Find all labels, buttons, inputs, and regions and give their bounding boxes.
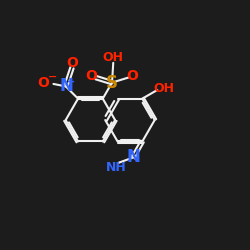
Text: OH: OH — [103, 51, 124, 64]
Text: N: N — [59, 78, 73, 96]
Text: O: O — [38, 76, 50, 90]
Text: O: O — [86, 70, 98, 84]
Text: O: O — [126, 70, 138, 84]
Text: NH: NH — [106, 161, 127, 174]
Text: +: + — [67, 77, 75, 87]
Text: S: S — [106, 74, 118, 92]
Text: OH: OH — [154, 82, 175, 95]
Text: O: O — [66, 56, 78, 70]
Text: −: − — [48, 72, 58, 82]
Text: N: N — [126, 148, 140, 166]
